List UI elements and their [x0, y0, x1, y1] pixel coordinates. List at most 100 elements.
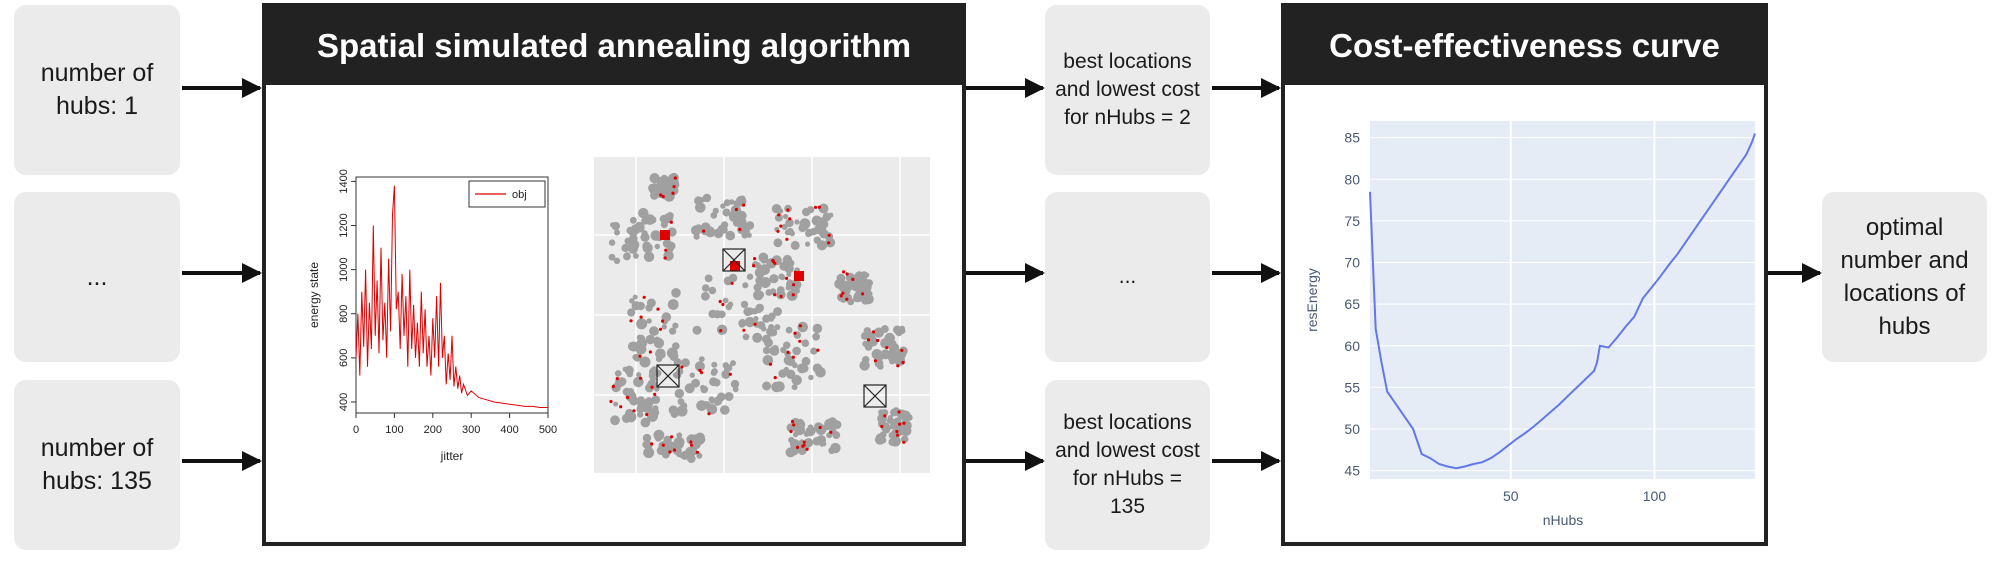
candidate-point: [671, 191, 675, 195]
candidate-point: [738, 227, 742, 232]
demand-point: [613, 401, 619, 407]
demand-point: [889, 358, 895, 365]
demand-point: [710, 369, 718, 376]
candidate-point: [785, 237, 789, 241]
demand-point: [614, 370, 622, 377]
demand-point: [724, 392, 734, 401]
ssa-panel: Spatial simulated annealing algorithm 40…: [262, 3, 966, 546]
map-hubs: [660, 230, 804, 281]
candidate-point: [900, 348, 904, 352]
cec-y-tick-label: 75: [1344, 213, 1360, 229]
hub-cross-marker: [722, 248, 746, 272]
candidate-point: [776, 229, 780, 233]
energy-x-tick-label: 0: [353, 424, 359, 436]
demand-point: [733, 200, 740, 207]
candidate-point: [650, 442, 654, 446]
demand-point: [803, 438, 814, 448]
candidate-point: [638, 354, 642, 358]
input-box-label: ...: [86, 262, 108, 291]
demand-point: [762, 314, 771, 323]
demand-point: [661, 312, 672, 322]
candidate-point: [901, 360, 905, 365]
demand-point: [651, 395, 661, 404]
demand-point: [746, 273, 754, 280]
energy-x-axis-label: jitter: [440, 449, 464, 463]
demand-point: [723, 199, 731, 207]
demand-point: [642, 403, 652, 413]
cec-y-axis-label: resEnergy: [1304, 268, 1320, 332]
demand-point: [792, 431, 799, 438]
demand-point: [871, 349, 883, 360]
candidate-point: [785, 276, 789, 280]
candidate-point: [817, 205, 821, 209]
demand-point: [653, 429, 665, 441]
demand-point: [647, 410, 658, 422]
demand-point: [762, 334, 771, 344]
candidate-point: [648, 350, 652, 354]
demand-point: [746, 221, 754, 229]
result-box-label: ...: [1118, 265, 1137, 288]
candidate-point: [827, 241, 831, 245]
demand-point: [628, 226, 639, 237]
energy-x-tick-label: 300: [462, 424, 480, 436]
demand-point: [668, 405, 678, 415]
candidate-point: [880, 424, 884, 428]
demand-point: [644, 214, 656, 225]
candidate-point: [653, 392, 657, 396]
demand-point: [906, 414, 913, 421]
candidate-point: [673, 448, 677, 452]
energy-legend-label: obj: [512, 189, 527, 201]
candidate-point: [792, 423, 796, 427]
candidate-point: [791, 293, 795, 297]
candidate-point: [897, 410, 901, 414]
candidate-point: [689, 440, 693, 444]
candidate-point: [702, 229, 706, 233]
candidate-point: [827, 233, 831, 237]
demand-point: [880, 338, 891, 349]
demand-point: [752, 332, 763, 343]
demand-point: [610, 222, 616, 228]
energy-legend: obj: [468, 180, 546, 208]
energy-y-tick-label: 1000: [338, 257, 350, 281]
demand-point: [673, 358, 682, 367]
demand-point: [820, 441, 827, 447]
candidate-point: [788, 217, 792, 221]
demand-point: [643, 447, 655, 459]
demand-point: [646, 298, 656, 308]
candidate-point: [791, 355, 795, 359]
candidate-point: [861, 292, 865, 296]
candidate-point: [902, 421, 906, 425]
candidate-point: [661, 443, 665, 447]
demand-point: [648, 367, 659, 377]
candidate-point: [779, 294, 783, 298]
demand-point: [815, 366, 822, 373]
demand-point: [704, 274, 713, 283]
demand-point: [818, 203, 829, 214]
demand-point: [758, 252, 769, 263]
demand-point: [737, 224, 747, 235]
hub-cross-marker: [656, 364, 680, 388]
demand-point: [675, 441, 682, 448]
demand-point: [701, 291, 710, 301]
demand-point: [720, 221, 729, 229]
candidate-point: [719, 329, 723, 333]
result-box-nhubs-135: best locations and lowest cost for nHubs…: [1045, 380, 1210, 550]
candidate-point: [611, 384, 615, 389]
candidate-point: [773, 293, 777, 297]
demand-point: [613, 257, 621, 264]
demand-point: [786, 227, 794, 236]
demand-point: [774, 213, 783, 222]
candidate-point: [777, 213, 781, 217]
candidate-point: [698, 368, 702, 372]
demand-point: [742, 282, 749, 289]
candidate-point: [645, 412, 649, 417]
energy-y-tick-label: 1400: [338, 169, 350, 193]
demand-point: [790, 240, 800, 250]
demand-point: [742, 333, 750, 341]
demand-point: [899, 327, 906, 335]
demand-point: [621, 243, 630, 253]
demand-point: [667, 299, 679, 310]
candidate-point: [609, 399, 613, 404]
demand-point: [700, 384, 706, 390]
energy-y-tick-label: 800: [338, 305, 350, 323]
